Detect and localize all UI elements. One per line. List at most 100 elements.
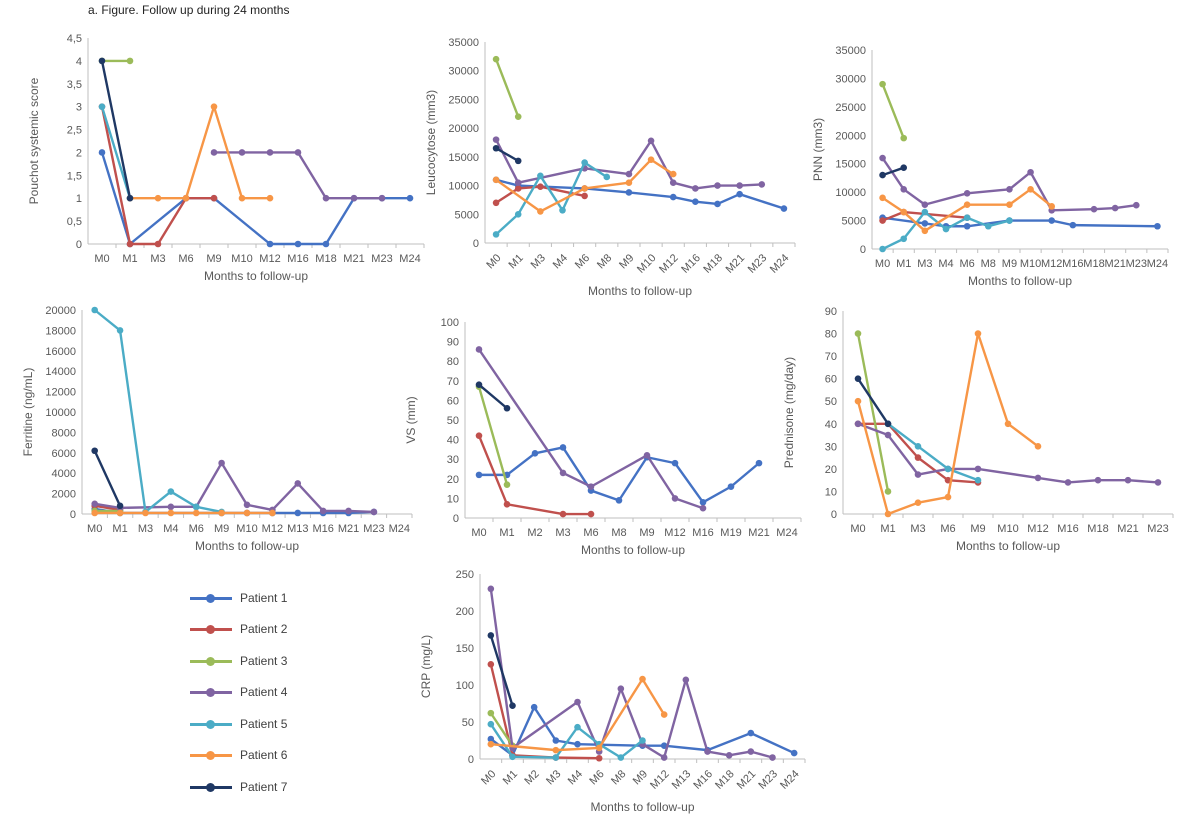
pouchot-score-chart: 0 0,5 1 1,5 2 2,5 3 3,5 4 4,5 M0 M1 M3 M6 M9 M10 M12 M16 M… xyxy=(27,33,425,283)
series-segment xyxy=(184,105,216,200)
x-tick-label: M0 xyxy=(471,527,486,539)
y-tick-label: 0 xyxy=(76,239,82,251)
data-point xyxy=(492,231,500,238)
data-point xyxy=(266,149,274,156)
series-segment xyxy=(296,482,325,513)
data-point xyxy=(1027,168,1034,176)
y-tick-label: 14000 xyxy=(45,366,76,378)
y-tick-label: 10000 xyxy=(835,187,866,199)
data-point xyxy=(736,190,743,198)
series-segment xyxy=(477,434,509,506)
x-axis-title: Months to follow-up xyxy=(195,539,299,553)
series-segment xyxy=(539,174,564,212)
prednisone-chart: 0 10 20 30 40 50 60 70 80 90 M0 M1 M3 M6 M9 M10 M12 M16 M1… xyxy=(782,306,1174,553)
data-point xyxy=(552,754,560,761)
x-tick-label: M23 xyxy=(371,253,392,265)
x-axis-title: Months to follow-up xyxy=(588,284,692,298)
data-point xyxy=(552,746,560,754)
series-6 xyxy=(487,675,668,754)
y-axis-title: Pouchot systemic score xyxy=(27,77,41,204)
legend-item: Patient 5 xyxy=(190,708,340,740)
series-segment xyxy=(749,731,796,755)
data-point xyxy=(559,510,567,518)
data-point xyxy=(98,103,106,110)
series-segment xyxy=(649,139,675,184)
series-segment xyxy=(1126,478,1160,484)
data-point xyxy=(921,208,929,216)
series-4 xyxy=(487,585,776,761)
data-point xyxy=(647,156,655,164)
series-segment xyxy=(881,166,905,177)
x-tick-label: M16 xyxy=(692,527,713,539)
y-tick-label: 80 xyxy=(447,356,459,368)
series-segment xyxy=(494,178,542,213)
data-point xyxy=(921,201,929,208)
series-segment xyxy=(886,422,920,448)
series-5 xyxy=(492,159,611,238)
legend-swatch xyxy=(190,687,232,698)
data-point xyxy=(492,176,500,184)
data-point xyxy=(963,214,971,222)
x-tick-label: M1 xyxy=(880,523,895,535)
y-tick-label: 100 xyxy=(441,317,459,329)
series-segment xyxy=(1029,188,1053,208)
data-point xyxy=(581,192,588,200)
x-tick-label: M0 xyxy=(94,253,109,265)
y-tick-label: 150 xyxy=(456,643,474,655)
data-point xyxy=(559,444,567,451)
series-segment xyxy=(965,188,1011,195)
y-tick-label: 12000 xyxy=(45,387,76,399)
legend-label: Patient 6 xyxy=(240,748,288,763)
x-tick-label: M6 xyxy=(189,523,204,535)
series-segment xyxy=(93,308,122,332)
x-tick-label: M6 xyxy=(940,523,955,535)
data-point xyxy=(587,483,595,490)
data-point xyxy=(714,200,721,208)
series-segment xyxy=(886,433,920,476)
data-point xyxy=(243,501,251,509)
y-tick-label: 30000 xyxy=(448,66,479,78)
y-tick-label: 80 xyxy=(825,329,837,341)
legend-swatch xyxy=(190,656,232,666)
series-segment xyxy=(589,454,649,488)
series-7 xyxy=(91,447,124,510)
series-segment xyxy=(946,332,980,499)
series-segment xyxy=(220,461,249,507)
legend-label: Patient 7 xyxy=(240,779,288,794)
data-point xyxy=(692,198,699,205)
y-tick-label: 20000 xyxy=(45,305,76,317)
data-point xyxy=(509,702,516,710)
series-segment xyxy=(489,634,514,707)
y-tick-label: 70 xyxy=(825,351,837,363)
x-tick-label: M21 xyxy=(735,768,759,792)
data-point xyxy=(514,179,522,186)
data-point xyxy=(514,157,522,165)
data-point xyxy=(350,194,358,202)
x-tick-label: M0 xyxy=(875,258,890,270)
data-point xyxy=(725,752,733,759)
series-segment xyxy=(729,461,761,488)
series-segment xyxy=(738,183,763,187)
series-segment xyxy=(916,495,950,504)
data-point xyxy=(574,723,581,731)
data-point xyxy=(704,748,711,755)
series-segment xyxy=(694,184,719,190)
data-point xyxy=(639,737,646,744)
series-segment xyxy=(477,383,509,410)
data-point xyxy=(154,240,162,248)
legend-swatch xyxy=(190,750,232,761)
data-point xyxy=(210,149,218,156)
legend-item: Patient 7 xyxy=(190,771,340,803)
series-segment xyxy=(583,187,631,194)
data-point xyxy=(126,240,134,248)
x-tick-label: M10 xyxy=(997,523,1018,535)
x-tick-label: M3 xyxy=(150,253,165,265)
series-segment xyxy=(662,678,688,759)
data-point xyxy=(574,740,581,748)
series-segment xyxy=(1050,207,1096,212)
x-tick-label: M2 xyxy=(527,527,542,539)
data-point xyxy=(559,206,566,214)
series-3 xyxy=(854,330,892,495)
x-tick-label: M4 xyxy=(566,768,585,787)
data-point xyxy=(503,404,511,412)
